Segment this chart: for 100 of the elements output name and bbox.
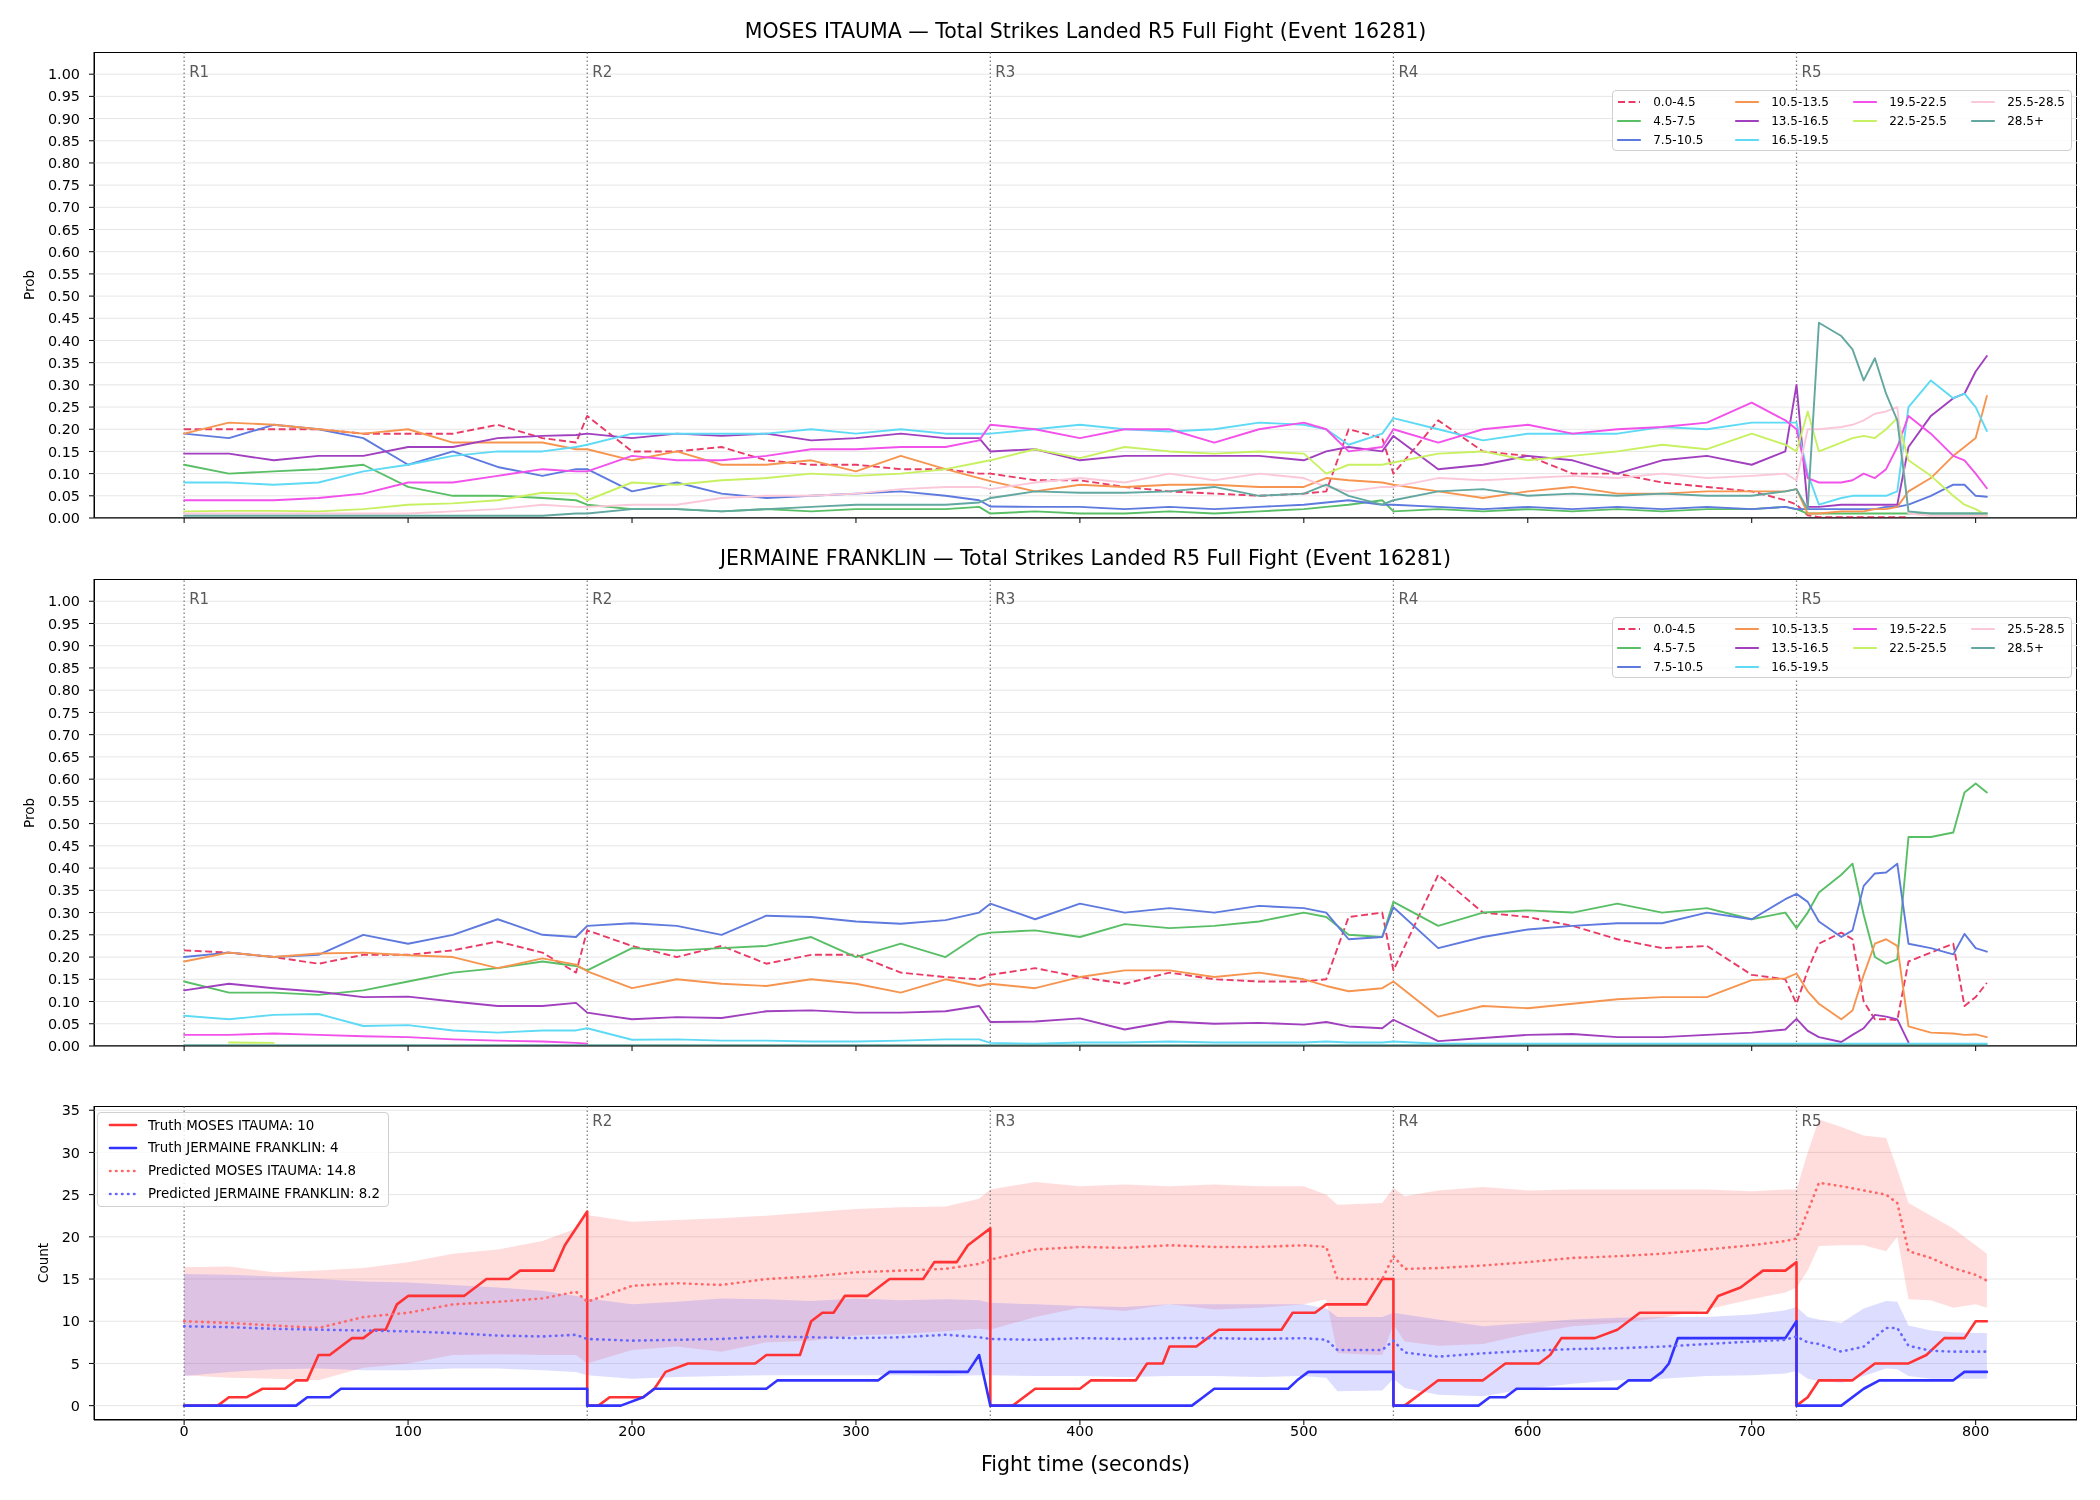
- legend-label: Truth JERMAINE FRANKLIN: 4: [148, 1140, 339, 1156]
- y-tick-label: 0.60: [47, 243, 80, 260]
- line-series: [183, 379, 1988, 506]
- legend-label: 19.5-22.5: [1889, 621, 1947, 636]
- ref-line-label: R4: [1398, 63, 1419, 82]
- legend-label: 25.5-28.5: [2007, 621, 2065, 636]
- y-tick-label: 0: [70, 1397, 80, 1414]
- y-tick-label: 0.90: [47, 110, 80, 127]
- ref-line-label: R4: [1398, 590, 1419, 609]
- line-series: [183, 355, 1988, 508]
- line-series: [182, 1325, 1989, 1358]
- y-tick-label: 0.95: [47, 615, 80, 632]
- legend-label: Predicted MOSES ITAUMA: 14.8: [148, 1163, 357, 1179]
- y-tick-label: 0.95: [47, 88, 80, 105]
- y-tick-label: 0.50: [47, 815, 80, 832]
- y-tick-label: 0.85: [47, 132, 80, 149]
- legend-label: 22.5-25.5: [1889, 113, 1947, 128]
- ref-line-label: R3: [995, 1112, 1016, 1131]
- x-axis-title: Fight time (seconds): [980, 1452, 1191, 1476]
- legend-label: 25.5-28.5: [2007, 94, 2065, 109]
- legend-label: 7.5-10.5: [1653, 659, 1704, 674]
- y-tick-label: 0.00: [47, 1038, 80, 1055]
- y-tick-label: 0.80: [47, 682, 80, 699]
- legend-label: 28.5+: [2007, 640, 2044, 655]
- y-tick-label: 0.75: [47, 704, 80, 721]
- line-series: [183, 982, 1910, 1044]
- ref-line-label: R1: [189, 590, 210, 609]
- y-tick-label: 0.10: [47, 465, 80, 482]
- line-series: [182, 1319, 1989, 1407]
- y-tick-label: 0.20: [47, 421, 80, 438]
- y-tick-label: 15: [61, 1271, 80, 1288]
- line-series: [183, 862, 1988, 958]
- legend-label: 13.5-16.5: [1771, 640, 1829, 655]
- legend-label: 0.0-4.5: [1653, 94, 1696, 109]
- legend-label: 7.5-10.5: [1653, 132, 1704, 147]
- y-tick-label: 0.45: [47, 310, 80, 327]
- y-tick-label: 0.75: [47, 177, 80, 194]
- y-tick-label: 1.00: [47, 66, 80, 83]
- legend-label: 0.0-4.5: [1653, 621, 1696, 636]
- legend-label: 4.5-7.5: [1653, 640, 1696, 655]
- y-tick-label: 0.40: [47, 860, 80, 877]
- ref-line-label: R2: [592, 63, 613, 82]
- x-tick-label: 500: [1290, 1423, 1318, 1440]
- y-tick-label: 0.35: [47, 882, 80, 899]
- legend-label: 10.5-13.5: [1771, 621, 1829, 636]
- y-tick-label: 0.70: [47, 726, 80, 743]
- y-tick-label: 0.15: [47, 971, 80, 988]
- x-tick-label: 200: [618, 1423, 646, 1440]
- y-tick-label: 1.00: [47, 593, 80, 610]
- legend-label: 4.5-7.5: [1653, 113, 1696, 128]
- x-tick-label: 700: [1737, 1423, 1766, 1440]
- ref-line-label: R5: [1801, 590, 1822, 609]
- y-tick-label: 0.60: [47, 771, 80, 788]
- y-tick-label: 20: [61, 1228, 80, 1245]
- y-axis-title: Count: [34, 1242, 51, 1284]
- y-tick-label: 0.15: [47, 443, 80, 460]
- y-tick-label: 0.45: [47, 837, 80, 854]
- y-tick-label: 0.50: [47, 288, 80, 305]
- y-tick-label: 0.90: [47, 637, 80, 654]
- ref-line-label: R2: [592, 590, 613, 609]
- y-tick-label: 0.65: [47, 221, 80, 238]
- y-axis-title: Prob: [20, 797, 37, 828]
- y-axis-title: Prob: [20, 270, 37, 300]
- y-tick-label: 0.65: [47, 749, 80, 766]
- y-tick-label: 0.10: [47, 993, 80, 1010]
- line-series: [183, 873, 1988, 1022]
- y-tick-label: 25: [61, 1186, 80, 1203]
- legend-label: 28.5+: [2007, 113, 2044, 128]
- line-series: [183, 938, 1988, 1039]
- y-tick-label: 10: [61, 1313, 80, 1330]
- x-tick-label: 800: [1961, 1423, 1990, 1440]
- y-tick-label: 0.05: [47, 487, 80, 504]
- ref-line-label: R1: [189, 63, 210, 82]
- ref-line-label: R5: [1801, 1112, 1822, 1131]
- y-tick-label: 0.85: [47, 660, 80, 677]
- y-tick-label: 35: [61, 1102, 80, 1119]
- legend-label: 22.5-25.5: [1889, 640, 1947, 655]
- x-tick-label: 100: [394, 1423, 422, 1440]
- y-tick-label: 0.20: [47, 949, 80, 966]
- y-tick-label: 30: [61, 1144, 80, 1161]
- y-tick-label: 0.25: [47, 926, 80, 943]
- y-tick-label: 0.40: [47, 332, 80, 349]
- line-series: [183, 1013, 1988, 1045]
- line-series: [183, 401, 1988, 502]
- y-tick-label: 0.25: [47, 399, 80, 416]
- y-tick-label: 0.80: [47, 155, 80, 172]
- y-tick-label: 0.55: [47, 266, 80, 283]
- x-tick-label: 300: [842, 1423, 870, 1440]
- chart-title: JERMAINE FRANKLIN — Total Strikes Landed R5 Full Fight (Event 16281): [719, 546, 1452, 570]
- y-tick-label: 0.05: [47, 1015, 80, 1032]
- legend-label: 10.5-13.5: [1771, 94, 1829, 109]
- line-series: [183, 782, 1988, 996]
- ref-line-label: R5: [1801, 63, 1822, 82]
- y-tick-label: 5: [70, 1355, 80, 1372]
- chart-title: MOSES ITAUMA — Total Strikes Landed R5 Full Fight (Event 16281): [744, 19, 1427, 43]
- ref-line-label: R3: [995, 63, 1016, 82]
- y-tick-label: 0.70: [47, 199, 80, 216]
- line-series: [183, 1032, 589, 1045]
- legend-label: 16.5-19.5: [1771, 659, 1829, 674]
- ref-line-label: R4: [1398, 1112, 1419, 1131]
